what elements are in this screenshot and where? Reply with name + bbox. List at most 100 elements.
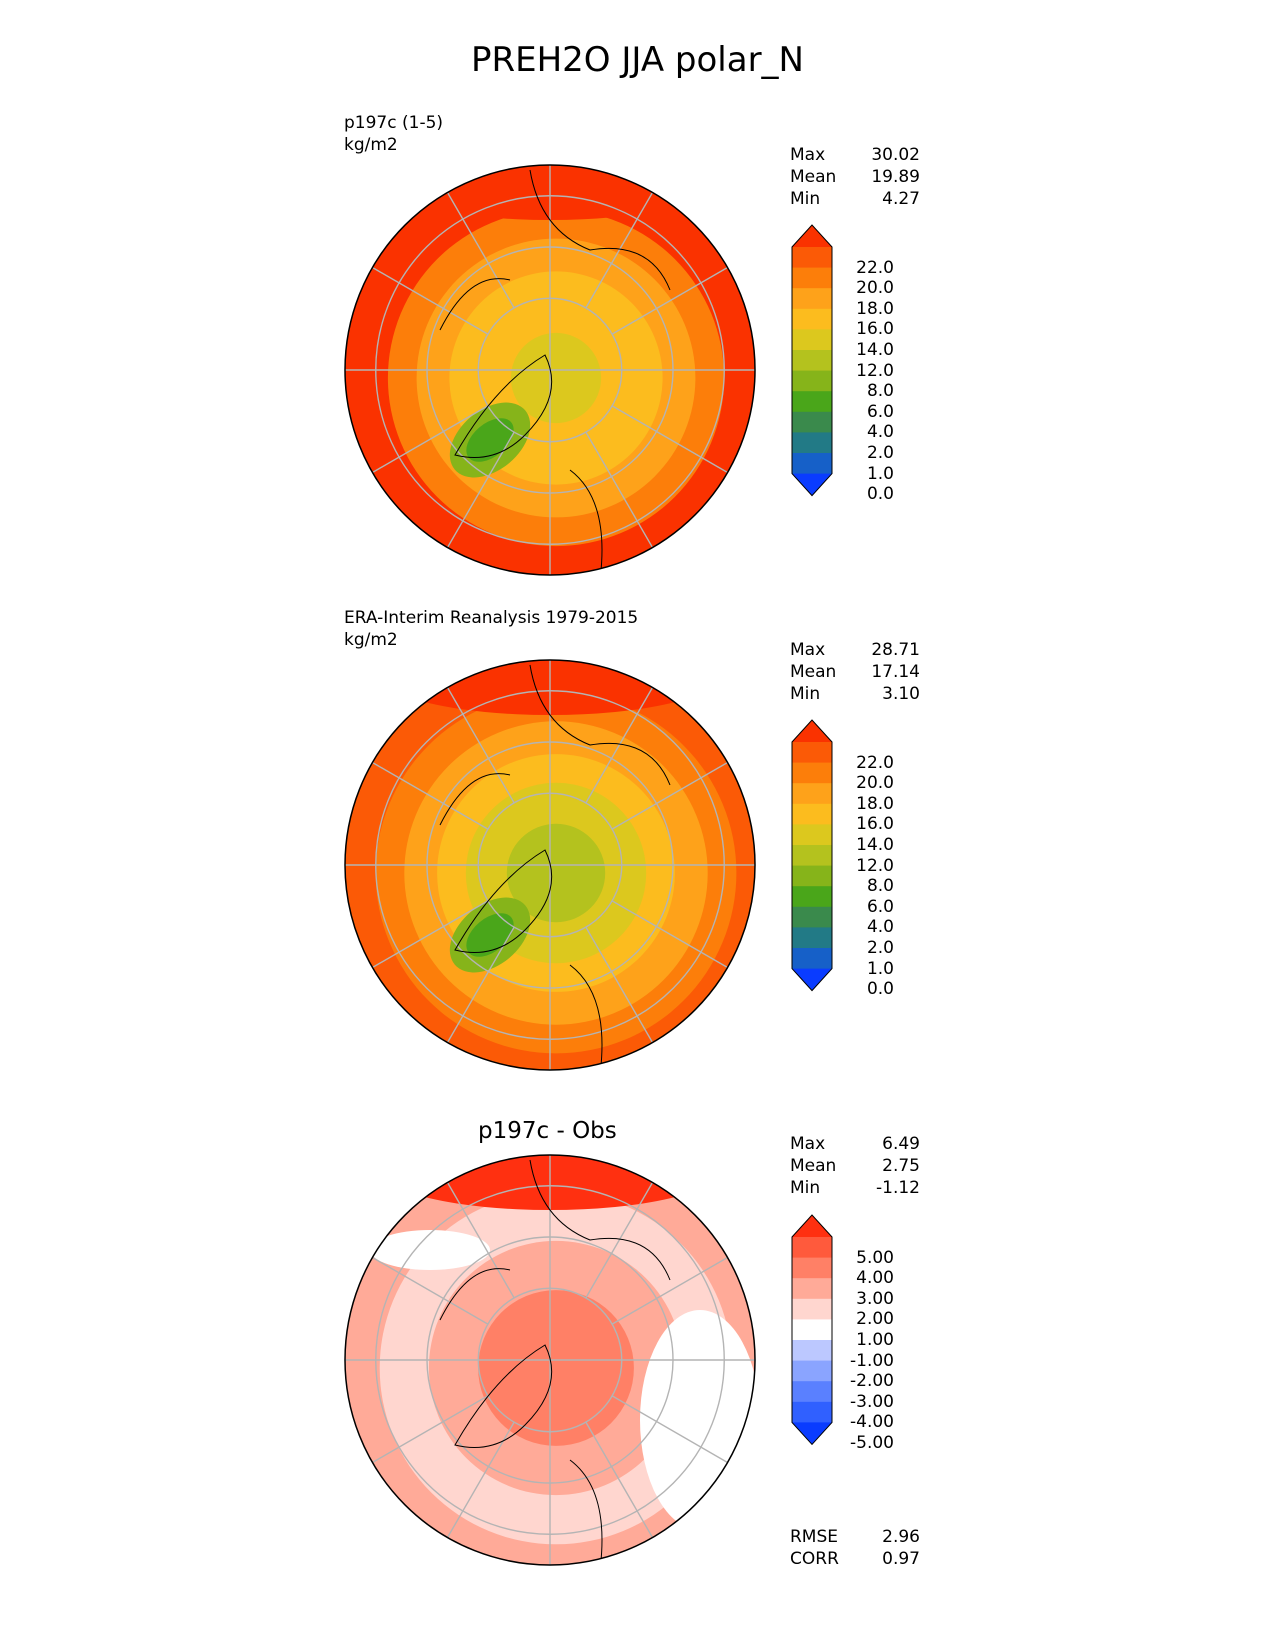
colorbar-tick-label: -1.00 <box>850 1350 894 1371</box>
meridian-line <box>585 687 654 804</box>
stat-max-label: Max <box>790 145 826 165</box>
field-band <box>478 1290 634 1446</box>
greenland-field-core <box>466 418 514 462</box>
field-layer <box>345 660 755 1070</box>
colorbar-bin <box>792 1381 832 1403</box>
coastline <box>439 664 671 1070</box>
meridian-line <box>372 900 489 969</box>
panel3-stats: Max 6.49 Mean 2.75 Min -1.12 <box>790 1133 920 1199</box>
stat-min-label: Min <box>790 1178 821 1198</box>
colorbar-tick-label: 18.0 <box>856 298 894 319</box>
colorbar-outline <box>791 1214 833 1446</box>
colorbar-bin <box>792 886 832 908</box>
meridian-line <box>372 405 489 474</box>
colorbar-tick-label: 12.0 <box>856 360 894 381</box>
stat-min-label: Min <box>790 189 821 209</box>
metric-corr-label: CORR <box>790 1549 839 1569</box>
colorbar-bin <box>792 267 832 289</box>
colorbar-bin <box>792 1360 832 1382</box>
colorbar-tick-label: 4.0 <box>866 422 894 443</box>
meridian-line <box>611 761 728 830</box>
figure-title: PREH2O JJA polar_N <box>471 40 804 80</box>
diff-low-patch <box>370 1230 490 1270</box>
stat-min-value: 3.10 <box>882 684 920 704</box>
panel2-units: kg/m2 <box>344 630 398 650</box>
panel3-colorbar <box>791 1214 833 1446</box>
meridian-line <box>446 1182 515 1299</box>
stat-max-label: Max <box>790 640 826 660</box>
colorbar-bin <box>792 762 832 784</box>
colorbar-bin <box>792 783 832 805</box>
colorbar-extend-min <box>792 1422 832 1445</box>
stat-min-value: -1.12 <box>876 1178 920 1198</box>
colorbar-tick-label: -5.00 <box>850 1433 894 1453</box>
colorbar-bin <box>792 432 832 454</box>
coastline <box>439 1159 671 1565</box>
colorbar-bin <box>792 391 832 413</box>
colorbar-tick-label: 1.0 <box>866 958 894 979</box>
stat-mean-label: Mean <box>790 662 837 682</box>
colorbar-tick-label: 22.0 <box>856 257 894 278</box>
panel2-title: ERA-Interim Reanalysis 1979-2015 <box>344 608 639 628</box>
stat-max-label: Max <box>790 1134 826 1154</box>
meridian-line <box>446 687 515 804</box>
field-layer <box>345 165 755 575</box>
meridian-line <box>611 900 728 969</box>
colorbar-tick-label: -3.00 <box>850 1391 894 1412</box>
colorbar-bin <box>792 1340 832 1362</box>
colorbar-tick-label: 16.0 <box>856 814 894 835</box>
colorbar-tick-label: 4.00 <box>856 1268 894 1289</box>
colorbar-tick-label: 8.0 <box>866 876 894 897</box>
stat-mean-label: Mean <box>790 167 837 187</box>
colorbar-bin <box>792 1257 832 1279</box>
panel1-colorbar <box>791 224 833 497</box>
meridian-line <box>585 431 654 548</box>
colorbar-bin <box>792 1237 832 1259</box>
colorbar-tick-label: 20.0 <box>856 278 894 299</box>
meridian-line <box>611 266 728 335</box>
stat-max-value: 28.71 <box>871 640 920 660</box>
colorbar-tick-label: -4.00 <box>850 1412 894 1433</box>
colorbar-tick-label: 4.0 <box>866 917 894 938</box>
colorbar-tick-label: 16.0 <box>856 319 894 340</box>
field-band <box>510 332 602 424</box>
colorbar-bin <box>792 865 832 887</box>
colorbar-tick-label: 12.0 <box>856 855 894 876</box>
greenland-field-core <box>466 913 514 957</box>
colorbar-tick-label: 8.0 <box>866 381 894 402</box>
colorbar-tick-label: 2.00 <box>856 1309 894 1330</box>
colorbar-tick-label: 5.00 <box>856 1247 894 1268</box>
metric-corr-value: 0.97 <box>882 1549 920 1569</box>
colorbar-tick-label: 14.0 <box>856 340 894 360</box>
colorbar-tick-label: 0.0 <box>866 979 894 1000</box>
stat-min-value: 4.27 <box>882 189 920 209</box>
metric-rmse-value: 2.96 <box>882 1527 920 1547</box>
stat-min-label: Min <box>790 684 821 704</box>
colorbar-bin <box>792 411 832 433</box>
colorbar-bin <box>792 329 832 351</box>
panel2-stats: Max 28.71 Mean 17.14 Min 3.10 <box>790 639 920 705</box>
field-layer <box>345 1155 755 1565</box>
colorbar-tick-label: 3.00 <box>856 1288 894 1309</box>
colorbar-extend-min <box>792 968 832 991</box>
colorbar-tick-label: 0.0 <box>866 484 894 505</box>
colorbar-tick-label: 2.0 <box>866 938 894 958</box>
colorbar-outline <box>791 224 833 497</box>
meridian-line <box>611 1395 728 1464</box>
colorbar-bin <box>792 1401 832 1423</box>
panel1-map <box>344 164 756 576</box>
colorbar-bin <box>792 288 832 310</box>
colorbar-bin <box>792 803 832 825</box>
meridian-line <box>372 266 489 335</box>
colorbar-bin <box>792 1298 832 1320</box>
stat-mean-label: Mean <box>790 1156 837 1176</box>
meridian-line <box>372 761 489 830</box>
colorbar-tick-label: 1.00 <box>856 1330 894 1350</box>
stat-mean-value: 19.89 <box>871 167 920 187</box>
colorbar-bin <box>792 370 832 392</box>
colorbar-tick-label: 14.0 <box>856 835 894 855</box>
panel1-title: p197c (1-5) <box>344 113 444 133</box>
panel1-stats: Max 30.02 Mean 19.89 Min 4.27 <box>790 144 920 210</box>
colorbar-extend-min <box>792 473 832 496</box>
